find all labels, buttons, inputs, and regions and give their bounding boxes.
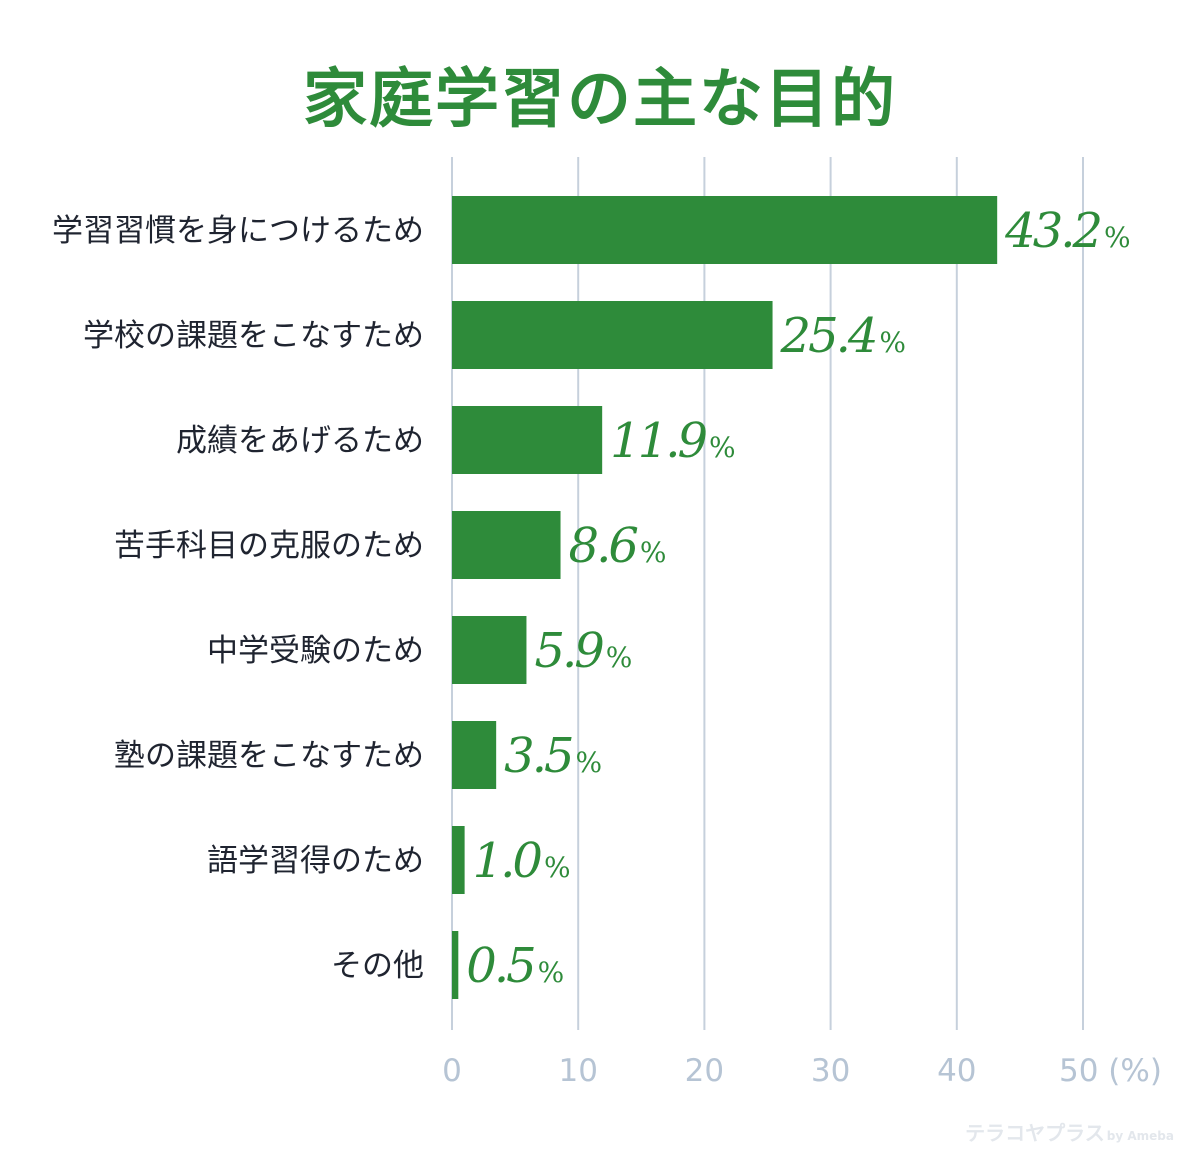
x-tick-label-10: 10 (558, 1053, 597, 1089)
value-label: 3.5% (504, 728, 602, 784)
value-unit: % (879, 326, 906, 359)
grid-lines (451, 157, 1084, 1030)
bar (452, 616, 527, 684)
value-number: 8.6 (569, 518, 638, 574)
x-tick-label-0: 0 (442, 1053, 462, 1089)
category-label: 語学習得のため (207, 843, 424, 879)
value-label: 0.5% (466, 938, 564, 994)
value-unit: % (1104, 221, 1131, 254)
brand-logo-text: テラコヤプラス (965, 1121, 1105, 1145)
chart-title: 家庭学習の主な目的 (303, 63, 897, 137)
value-label: 25.4% (780, 308, 906, 364)
value-unit: % (640, 536, 667, 569)
bar (452, 406, 603, 474)
x-tick-label-20: 20 (685, 1053, 724, 1089)
category-label: その他 (331, 948, 424, 984)
value-number: 0.5 (466, 938, 534, 994)
value-number: 5.9 (534, 623, 604, 679)
bar (452, 301, 773, 369)
value-unit: % (606, 641, 633, 674)
value-label: 8.6% (569, 518, 667, 574)
x-tick-label-30: 30 (811, 1053, 850, 1089)
x-tick-label-40: 40 (937, 1053, 976, 1089)
bar (452, 196, 998, 264)
value-number: 11.9 (610, 413, 707, 469)
value-unit: % (576, 746, 603, 779)
value-number: 43.2 (1004, 203, 1100, 259)
value-number: 1.0 (473, 833, 543, 889)
brand-by-text: by Ameba (1106, 1129, 1174, 1143)
value-label: 5.9% (534, 623, 632, 679)
value-unit: % (709, 431, 736, 464)
bar (452, 511, 561, 579)
value-unit: % (538, 956, 565, 989)
category-label: 成績をあげるため (176, 423, 424, 459)
value-label: 43.2% (1004, 203, 1130, 259)
category-labels: 学習習慣を身につけるため学校の課題をこなすため成績をあげるため苦手科目の克服のた… (52, 213, 424, 984)
brand-watermark: テラコヤプラス by Ameba (965, 1117, 1174, 1146)
value-label: 11.9% (610, 413, 735, 469)
x-tick-label-50: 50 (%) (1059, 1053, 1162, 1089)
value-number: 3.5 (504, 728, 572, 784)
category-label: 中学受験のため (207, 633, 424, 669)
category-label: 塾の課題をこなすため (114, 738, 424, 774)
bar (452, 826, 465, 894)
x-axis-tick-labels: 0 10 20 30 40 50 (%) (442, 1053, 1162, 1089)
value-label: 1.0% (473, 833, 571, 889)
bar (452, 931, 459, 999)
category-label: 苦手科目の克服のため (114, 528, 424, 564)
bars (452, 196, 998, 999)
bar (452, 721, 497, 789)
category-label: 学習習慣を身につけるため (52, 213, 424, 249)
value-unit: % (544, 851, 571, 884)
value-number: 25.4 (780, 308, 876, 364)
category-label: 学校の課題をこなすため (83, 318, 424, 354)
value-labels: 43.2 %25.4 %11.9 %8.6 %5.9 %3.5 %1.0 %0.5% (466, 203, 1130, 994)
